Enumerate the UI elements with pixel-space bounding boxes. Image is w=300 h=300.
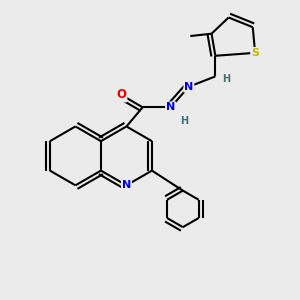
Text: H: H	[180, 116, 188, 126]
Text: N: N	[122, 180, 131, 190]
Text: O: O	[116, 88, 126, 101]
Text: N: N	[184, 82, 194, 92]
Text: H: H	[223, 74, 231, 84]
Text: N: N	[166, 102, 175, 112]
Text: S: S	[251, 48, 259, 58]
